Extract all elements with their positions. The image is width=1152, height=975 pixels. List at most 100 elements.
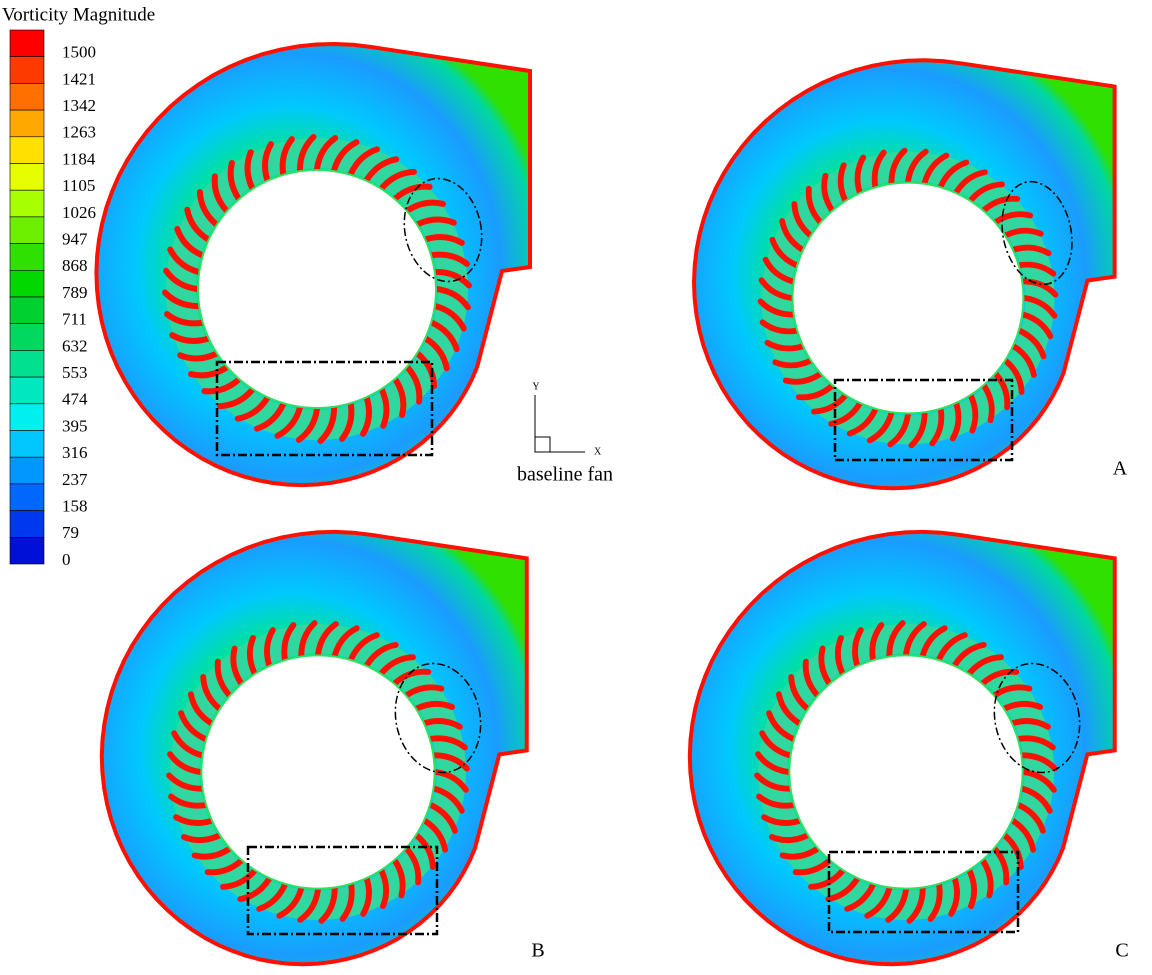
legend-swatch — [9, 456, 45, 485]
blade — [295, 406, 320, 443]
blade — [762, 256, 796, 285]
highlight-ellipse — [993, 662, 1081, 774]
blade — [378, 387, 390, 429]
highlight-box — [246, 845, 439, 936]
blade — [187, 691, 214, 727]
blade — [217, 387, 256, 410]
legend-swatch — [9, 243, 45, 271]
blade — [164, 311, 205, 327]
blade — [864, 885, 893, 919]
legend-title: Vorticity Magnitude — [2, 4, 155, 25]
blade — [828, 400, 863, 427]
blade — [188, 364, 230, 379]
blade — [779, 218, 806, 253]
blade — [871, 149, 887, 190]
legend-level: 1184 — [62, 149, 96, 168]
legend-swatch — [9, 189, 45, 218]
blade — [360, 876, 372, 917]
blade — [821, 172, 835, 213]
legend-swatch — [9, 296, 45, 325]
blade — [1010, 244, 1052, 257]
blade — [422, 817, 449, 853]
highlight-ellipse — [394, 662, 482, 774]
blade — [392, 857, 406, 899]
legend-swatch — [9, 430, 45, 458]
blade — [317, 404, 338, 444]
blade — [834, 634, 846, 677]
blade — [423, 335, 450, 372]
legend-level: 1342 — [62, 96, 96, 115]
blade — [297, 886, 321, 923]
panel-label: C — [1115, 940, 1128, 962]
blade — [981, 383, 995, 424]
blade — [852, 627, 864, 668]
fan-panel — [94, 41, 532, 488]
legend-level: 553 — [62, 363, 88, 382]
blade — [256, 881, 288, 912]
legend-level: 237 — [62, 470, 88, 489]
blade — [279, 136, 295, 177]
legend-level: 868 — [62, 256, 88, 275]
legend-level: 474 — [62, 390, 88, 409]
legend-swatch — [9, 136, 45, 164]
highlight-box — [833, 378, 1014, 462]
blade — [404, 199, 446, 214]
legend-swatch — [9, 510, 45, 538]
blade — [318, 885, 338, 924]
blade — [1019, 785, 1053, 814]
blade — [759, 730, 793, 759]
blade — [174, 226, 205, 259]
blade — [230, 645, 244, 687]
blade — [348, 632, 380, 663]
blade — [246, 634, 258, 677]
blade — [392, 183, 433, 202]
legend-level: 0 — [62, 550, 71, 569]
blade — [908, 410, 928, 449]
legend-level: 789 — [62, 283, 88, 302]
blade — [866, 410, 895, 444]
blade — [429, 319, 460, 352]
blade — [1021, 295, 1058, 319]
blade — [927, 881, 943, 922]
blade — [1010, 817, 1037, 853]
blade — [775, 691, 802, 727]
blade — [403, 846, 422, 886]
blade — [755, 751, 792, 775]
blade — [929, 406, 945, 447]
blade — [768, 832, 811, 844]
blade — [168, 793, 209, 809]
blade — [886, 620, 906, 659]
blade — [427, 802, 458, 834]
blade — [339, 401, 355, 442]
blade — [167, 246, 202, 275]
blade — [1001, 700, 1044, 712]
panel-label: B — [531, 940, 544, 962]
legend-swatch — [9, 163, 45, 191]
legend-swatch — [9, 109, 45, 138]
blade — [360, 395, 372, 437]
blade — [432, 268, 472, 289]
blade — [966, 654, 1004, 677]
legend-level: 1421 — [62, 69, 96, 88]
blade — [811, 392, 849, 415]
blade — [378, 168, 417, 191]
blade — [808, 867, 846, 890]
blade — [937, 159, 970, 190]
blade — [1010, 718, 1051, 730]
legend-level: 158 — [62, 497, 88, 516]
blade — [227, 160, 242, 202]
panel-label: baseline fan — [517, 464, 613, 486]
blade — [792, 857, 832, 876]
blade — [869, 622, 885, 663]
blade — [903, 621, 927, 658]
legend-level: 1026 — [62, 203, 96, 222]
legend-swatch — [9, 216, 45, 244]
blade — [184, 206, 211, 243]
blade — [769, 236, 800, 269]
legend-swatch — [9, 83, 45, 111]
hub — [791, 181, 1025, 415]
blade — [178, 710, 209, 742]
blade — [980, 668, 1020, 687]
blade — [276, 885, 305, 919]
